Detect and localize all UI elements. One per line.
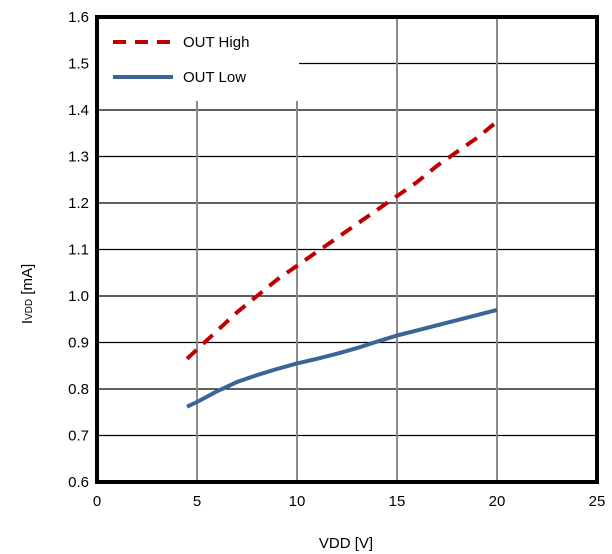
y-axis-label: IVDD [mA] [19,264,36,324]
y-axis-label-subscript: VDD [24,299,35,320]
plot-frame [95,15,599,484]
y-tick-labels: 0.6 0.7 0.8 0.9 1.0 1.1 1.2 1.3 1.4 1.5 1.6 [68,9,89,491]
x-tick-label: 25 [589,493,606,510]
y-tick-label: 1.1 [68,242,89,259]
y-tick-label: 0.9 [68,335,89,352]
y-tick-label: 1.3 [68,149,89,166]
x-tick-label: 20 [489,493,506,510]
y-tick-label: 0.6 [68,474,89,491]
series-layer [185,120,499,409]
series-line-out-low [186,307,498,409]
x-axis-label: VDD [V] [319,535,373,552]
y-tick-label: 1.5 [68,56,89,73]
y-tick-label: 0.8 [68,381,89,398]
y-axis-label-unit: [mA] [19,264,36,299]
y-tick-label: 1.6 [68,9,89,26]
legend-label: OUT High [183,34,249,51]
x-tick-label: 10 [289,493,306,510]
legend-label: OUT Low [183,69,246,86]
x-tick-label: 5 [193,493,201,510]
legend: OUT High OUT Low [99,19,299,101]
x-tick-labels: 0 5 10 15 20 25 [93,493,606,510]
y-tick-label: 0.7 [68,428,89,445]
legend-box [99,19,299,101]
y-axis-label-main: I [19,320,36,324]
x-tick-label: 15 [389,493,406,510]
y-tick-label: 1.4 [68,102,89,119]
x-tick-label: 0 [93,493,101,510]
y-tick-label: 1.2 [68,195,89,212]
y-tick-label: 1.0 [68,288,89,305]
